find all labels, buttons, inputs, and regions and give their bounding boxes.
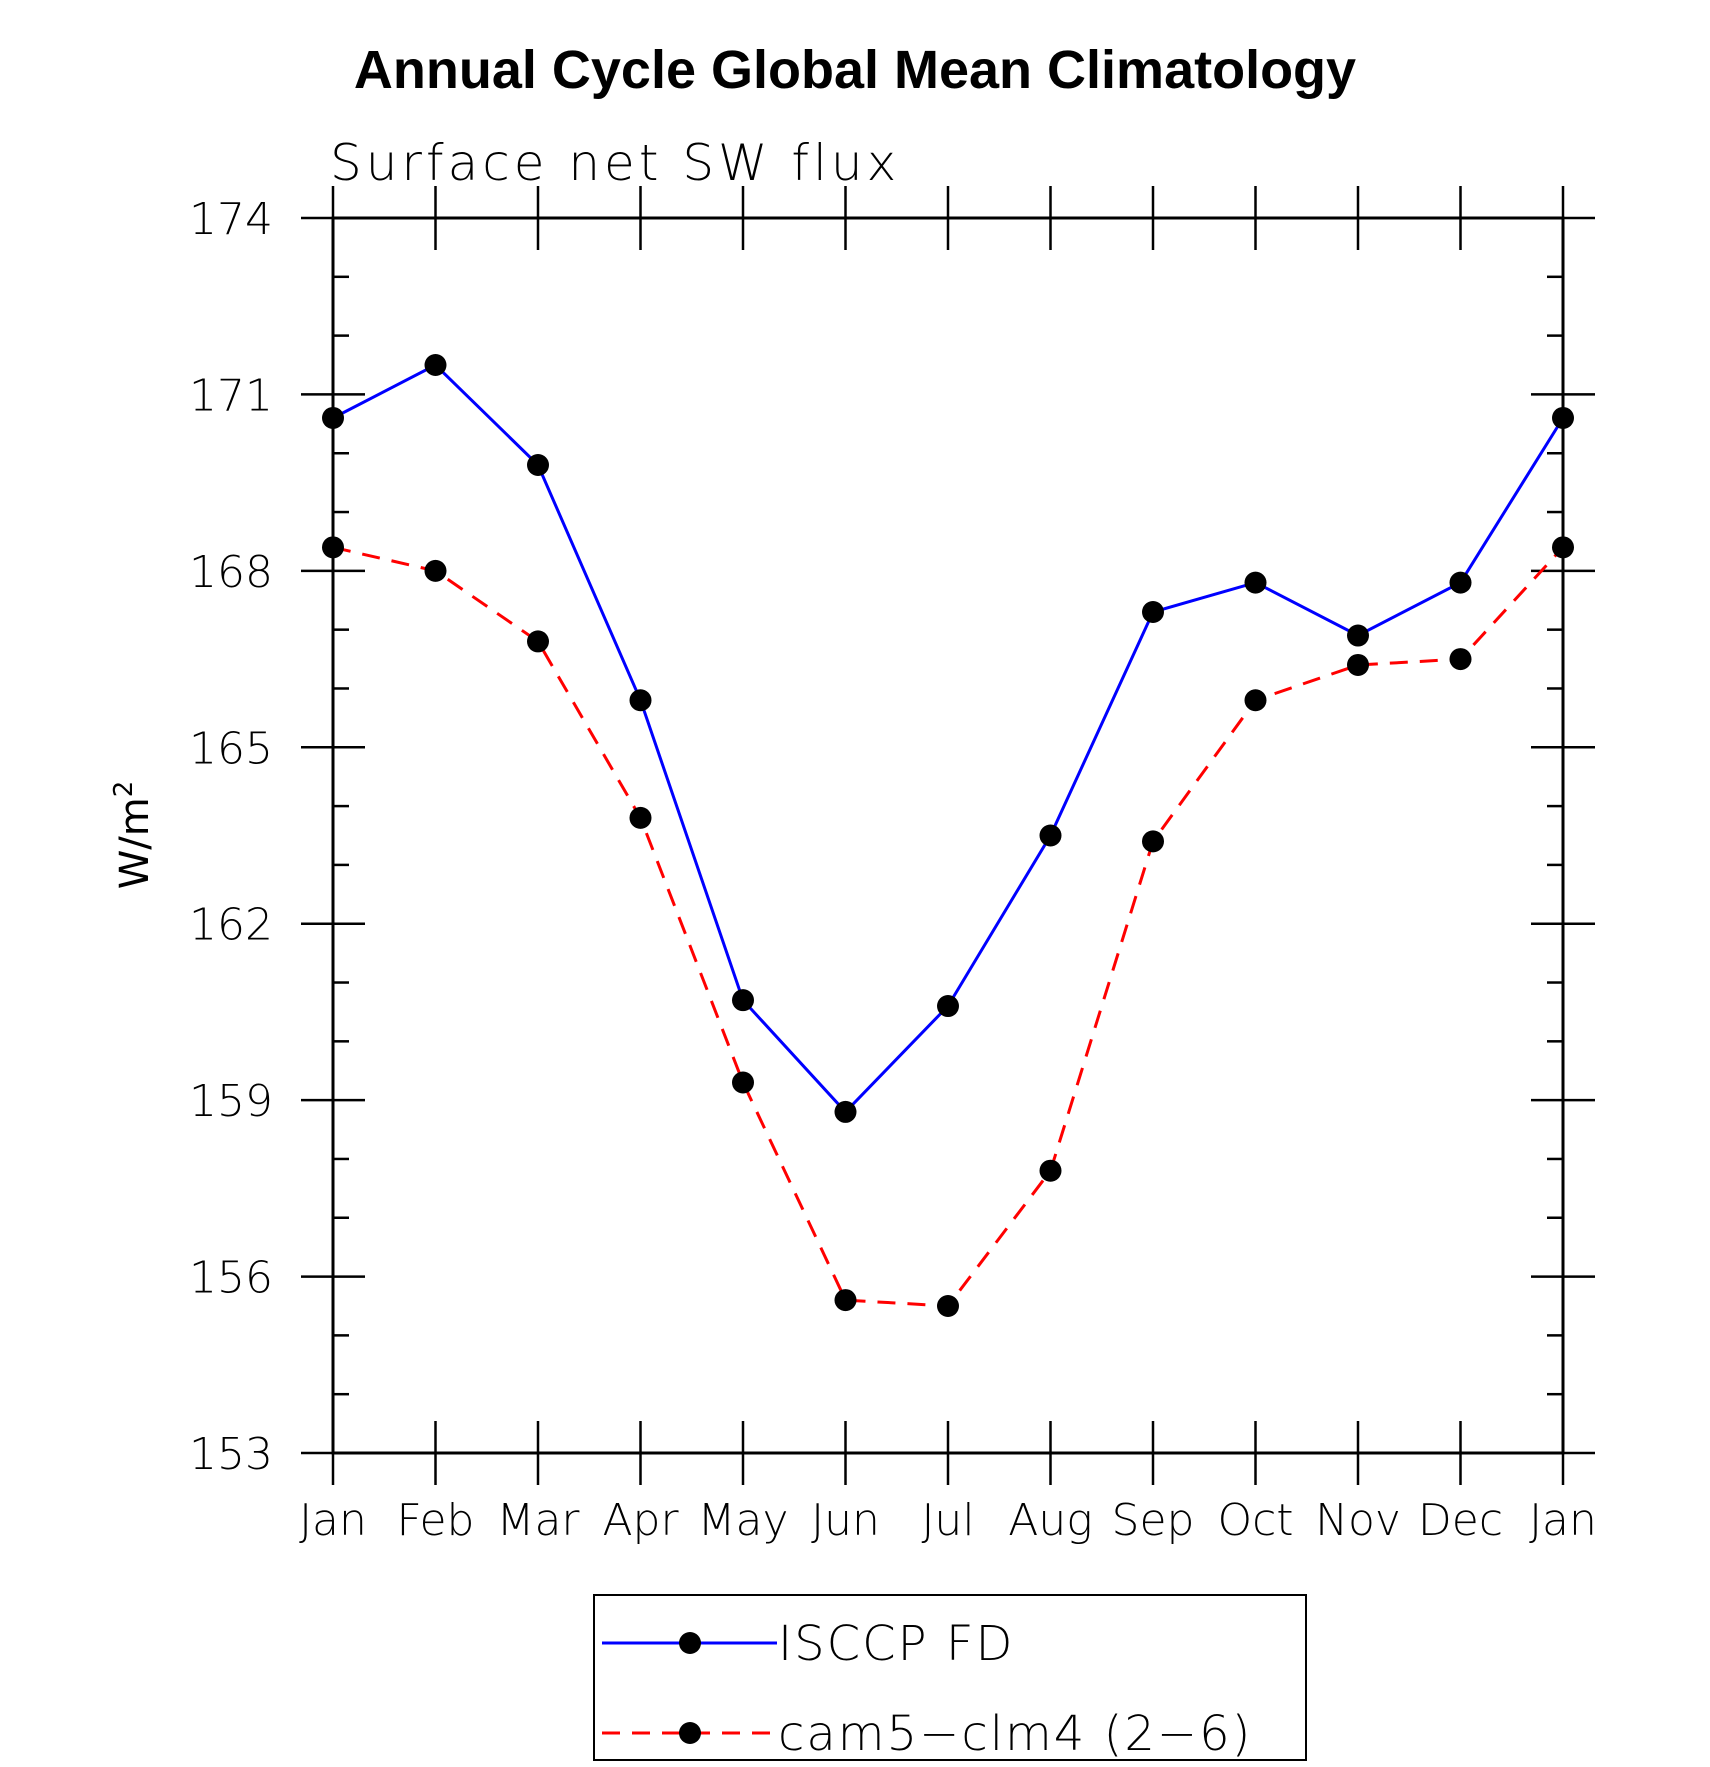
- series-1-point: [1449, 648, 1472, 671]
- series-1-point: [424, 559, 447, 582]
- chart-subtitle: Surface net SW flux: [330, 134, 900, 192]
- chart-title: Annual Cycle Global Mean Climatology: [354, 40, 1356, 100]
- y-tick-label: 165: [189, 723, 273, 774]
- y-tick-label: 174: [189, 194, 273, 245]
- x-axis-ticks: [331, 186, 1565, 1485]
- x-tick-label: Sep: [1112, 1495, 1195, 1546]
- y-tick-label: 159: [189, 1076, 273, 1127]
- series-1-point: [937, 1294, 959, 1317]
- series-0-point: [1039, 824, 1062, 847]
- legend-marker-isccp-fd: [679, 1632, 701, 1654]
- series-1-point: [732, 1071, 754, 1094]
- legend-label-isccp-fd: ISCCP FD: [778, 1616, 1014, 1672]
- x-tick-label: Mar: [496, 1495, 580, 1546]
- legend-label-cam5-clm4: cam5−clm4 (2−6): [778, 1706, 1252, 1762]
- x-tick-label: Oct: [1217, 1495, 1293, 1546]
- x-tick-label: Jul: [921, 1495, 974, 1546]
- series-0-point: [1244, 571, 1267, 594]
- series-1-point: [527, 630, 549, 653]
- y-tick-label: 162: [189, 900, 273, 951]
- x-tick-label: Jan: [299, 1495, 367, 1546]
- series-1-point: [834, 1289, 857, 1312]
- series-0-point: [732, 989, 754, 1012]
- legend-marker-cam5-clm4: [679, 1722, 701, 1744]
- series-1-point: [629, 806, 652, 829]
- series-0-point: [1347, 624, 1369, 647]
- y-tick-label: 168: [189, 547, 273, 598]
- y-axis-tick-labels: 174 171 168 165 162 159 156 153: [189, 194, 273, 1480]
- series-0-point: [937, 995, 959, 1018]
- y-axis-label-unit: W/m: [112, 797, 158, 889]
- series-1-point: [1039, 1159, 1062, 1182]
- x-tick-label: Aug: [1008, 1495, 1092, 1546]
- x-tick-label: Apr: [602, 1495, 679, 1546]
- series-1-point: [1142, 830, 1164, 853]
- series-0-point: [1552, 406, 1574, 429]
- x-axis-tick-labels: Jan Feb Mar Apr May Jun Jul Aug Sep Oct Nov Dec Jan: [299, 1495, 1597, 1546]
- legend-box: [593, 1594, 1307, 1761]
- y-axis-label: W/m2: [109, 781, 158, 890]
- series-0-point: [834, 1100, 857, 1123]
- x-tick-label: Nov: [1315, 1495, 1401, 1546]
- plot-frame: [331, 216, 1565, 1455]
- series-0-point: [424, 354, 447, 377]
- y-tick-label: 171: [189, 370, 273, 421]
- series-0-point: [629, 689, 652, 712]
- series-1-point: [1347, 653, 1369, 676]
- series-0-point: [527, 454, 549, 476]
- x-tick-label: May: [698, 1495, 789, 1546]
- series-1-point: [1552, 536, 1574, 559]
- series-0-point: [1142, 601, 1164, 624]
- y-axis-ticks: [301, 216, 1595, 1455]
- x-tick-label: Jan: [1529, 1495, 1597, 1546]
- series-1-point: [322, 536, 344, 559]
- series-0-point: [1449, 571, 1472, 594]
- series-line-1: [332, 545, 1565, 1308]
- y-tick-label: 156: [189, 1253, 273, 1304]
- y-tick-label: 153: [189, 1429, 273, 1480]
- y-axis-label-superscript: 2: [109, 781, 139, 798]
- series-0-point: [322, 406, 344, 429]
- x-tick-label: Jun: [811, 1495, 880, 1546]
- legend: ISCCP FD cam5−clm4 (2−6): [593, 1594, 1307, 1762]
- series-1-point: [1244, 689, 1267, 712]
- x-tick-label: Feb: [397, 1495, 475, 1546]
- x-tick-label: Dec: [1418, 1495, 1503, 1546]
- series-layer: [322, 354, 1574, 1317]
